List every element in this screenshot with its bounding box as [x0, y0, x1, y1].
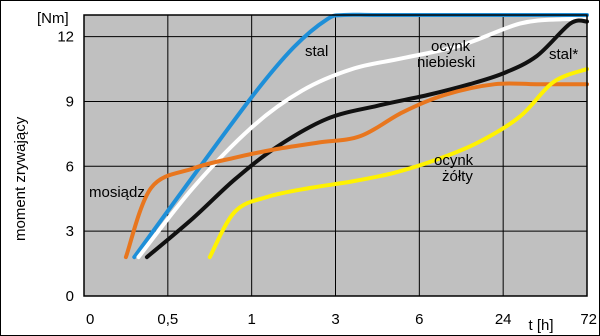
annotation-stal-star: stal* — [549, 46, 578, 63]
x-tick-label: 0,5 — [157, 311, 178, 328]
y-unit-label: [Nm] — [37, 10, 69, 27]
x-tick-label: 6 — [415, 311, 423, 328]
x-tick-label: 72 — [580, 311, 597, 328]
series-line-1 — [136, 16, 589, 260]
annotation-mosiadz: mosiądz — [89, 184, 145, 201]
annotation-ocynk-zolty-2: żółty — [442, 168, 473, 185]
x-axis-title: t [h] — [528, 317, 553, 334]
x-tick-label: 1 — [247, 311, 255, 328]
y-tick-label: 9 — [66, 93, 74, 110]
annotation-ocynk-niebieski-2: niebieski — [417, 54, 475, 71]
x-tick-label: 3 — [331, 311, 339, 328]
grid — [84, 15, 587, 296]
plot-border — [83, 14, 588, 297]
series-line-3 — [123, 81, 589, 260]
x-tick-label: 0 — [86, 311, 94, 328]
tick-labels: 0 3 6 9 12 0 0,5 1 3 6 24 72 — [57, 29, 597, 328]
annotation-ocynk-zolty-1: ocynk — [434, 152, 474, 169]
series-line-2 — [144, 18, 589, 260]
y-axis-title: moment zrywający — [12, 116, 29, 241]
y-tick-label: 12 — [57, 29, 74, 46]
y-tick-label: 6 — [66, 158, 74, 175]
x-tick-label: 24 — [495, 311, 512, 328]
y-tick-label: 3 — [66, 223, 74, 240]
annotation-stal: stal — [305, 43, 328, 60]
y-tick-label: 0 — [66, 288, 74, 305]
series-line-4 — [207, 67, 589, 260]
annotation-ocynk-niebieski-1: ocynk — [431, 38, 471, 55]
